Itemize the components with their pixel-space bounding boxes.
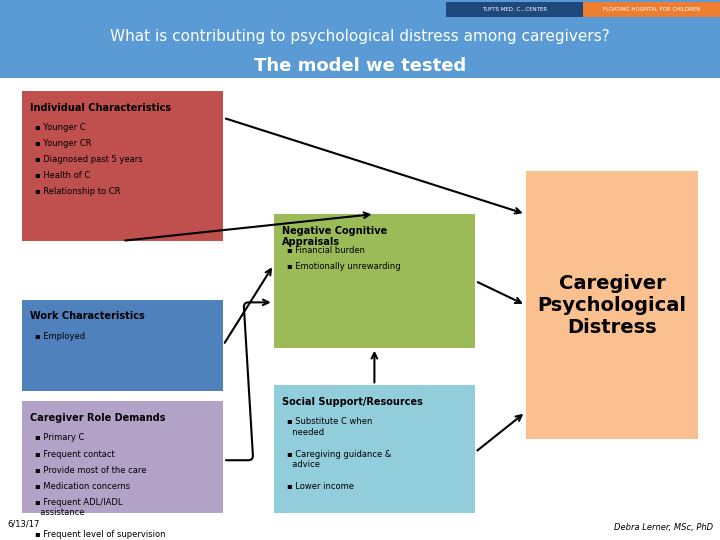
Text: 6/13/17: 6/13/17 [7,519,40,529]
Text: ▪ Lower income: ▪ Lower income [287,482,354,491]
Text: ▪ Younger CR: ▪ Younger CR [35,139,91,148]
Text: ▪ Financial burden: ▪ Financial burden [287,246,364,255]
FancyBboxPatch shape [583,2,720,17]
Text: ▪ Younger C: ▪ Younger C [35,123,85,132]
Text: Negative Cognitive
Appraisals: Negative Cognitive Appraisals [282,226,387,247]
FancyBboxPatch shape [0,512,720,535]
Text: TUFTS MED. C...CENTER: TUFTS MED. C...CENTER [482,7,547,12]
Text: Work Characteristics: Work Characteristics [30,312,145,321]
Text: Individual Characteristics: Individual Characteristics [30,103,171,113]
Text: ▪ Primary C: ▪ Primary C [35,434,84,442]
FancyBboxPatch shape [446,2,583,17]
Text: ▪ Employed: ▪ Employed [35,332,85,341]
Text: Caregiver Role Demands: Caregiver Role Demands [30,413,166,423]
Text: ▪ Frequent contact: ▪ Frequent contact [35,449,114,458]
Text: ▪ Health of C: ▪ Health of C [35,171,90,180]
FancyBboxPatch shape [526,171,698,439]
Text: FLOATING HOSPITAL FOR CHILDREN: FLOATING HOSPITAL FOR CHILDREN [603,7,701,12]
Text: ▪ Diagnosed past 5 years: ▪ Diagnosed past 5 years [35,155,142,164]
Text: Caregiver
Psychological
Distress: Caregiver Psychological Distress [538,274,686,336]
FancyBboxPatch shape [22,91,223,241]
Text: ▪ Frequent level of supervision: ▪ Frequent level of supervision [35,530,165,539]
FancyBboxPatch shape [0,0,720,78]
Text: Social Support/Resources: Social Support/Resources [282,397,423,407]
FancyBboxPatch shape [274,386,475,519]
Text: ▪ Emotionally unrewarding: ▪ Emotionally unrewarding [287,262,400,271]
Text: ▪ Caregiving guidance &
  advice: ▪ Caregiving guidance & advice [287,449,391,469]
Text: ▪ Relationship to CR: ▪ Relationship to CR [35,187,120,197]
FancyBboxPatch shape [22,401,223,519]
Text: ▪ Substitute C when
  needed: ▪ Substitute C when needed [287,417,372,437]
Text: What is contributing to psychological distress among caregivers?: What is contributing to psychological di… [110,29,610,44]
Text: Debra Lerner, MSc, PhD: Debra Lerner, MSc, PhD [613,523,713,532]
FancyBboxPatch shape [274,214,475,348]
Text: The model we tested: The model we tested [254,57,466,75]
Text: ▪ Provide most of the care: ▪ Provide most of the care [35,465,146,475]
Text: ▪ Frequent ADL/IADL
  assistance: ▪ Frequent ADL/IADL assistance [35,498,122,517]
FancyBboxPatch shape [22,300,223,390]
Text: ▪ Medication concerns: ▪ Medication concerns [35,482,130,491]
